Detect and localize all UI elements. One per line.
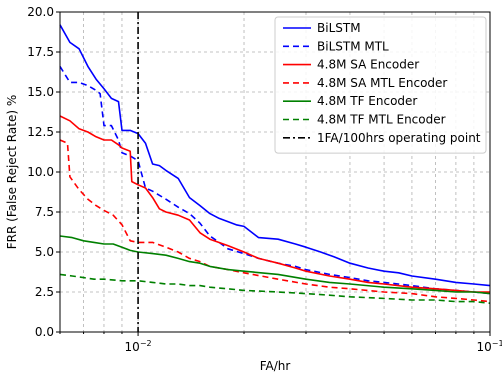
legend-label: 4.8M TF MTL Encoder	[317, 113, 446, 127]
y-tick-label: 7.5	[35, 205, 54, 219]
legend: BiLSTM BiLSTM MTL 4.8M SA Encoder 4.8M SA M…	[274, 16, 487, 154]
legend-label: 1FA/100hrs operating point	[317, 131, 481, 145]
series-line	[59, 65, 491, 295]
x-tick-label: 10−1	[476, 339, 502, 354]
x-axis-label: FA/hr	[260, 359, 291, 373]
legend-label: 4.8M SA MTL Encoder	[317, 76, 447, 90]
legend-label: 4.8M SA Encoder	[317, 58, 419, 72]
series-line	[59, 139, 491, 303]
y-axis-label: FRR (False Reject Rate) %	[5, 95, 19, 249]
x-tick-label-base: 10	[125, 340, 140, 354]
x-tick-label: 10−2	[125, 339, 152, 354]
x-tick-label-exponent: −1	[492, 339, 502, 348]
y-tick-label: 2.5	[35, 285, 54, 299]
y-tick-label: 0.0	[35, 325, 54, 339]
series-line	[59, 273, 491, 304]
legend-label: BiLSTM MTL	[317, 39, 389, 53]
y-tick-label: 12.5	[27, 125, 54, 139]
y-tick-label: 5.0	[35, 245, 54, 259]
series-line	[59, 115, 490, 293]
y-tick-label: 15.0	[27, 85, 54, 99]
legend-label: 4.8M TF Encoder	[317, 94, 417, 108]
legend-label: BiLSTM	[317, 21, 361, 35]
series-line	[59, 24, 491, 287]
y-tick-label: 10.0	[27, 165, 54, 179]
y-tick-label: 17.5	[27, 45, 54, 59]
x-tick-label-base: 10	[476, 340, 491, 354]
axis-ticks: 0.02.55.07.510.012.515.017.520.010−2 10−1	[27, 5, 502, 354]
x-tick-label-exponent: −2	[140, 339, 152, 348]
y-tick-label: 20.0	[27, 5, 54, 19]
series-lines	[59, 24, 491, 304]
series-line	[59, 235, 491, 295]
legend-box	[274, 16, 487, 154]
